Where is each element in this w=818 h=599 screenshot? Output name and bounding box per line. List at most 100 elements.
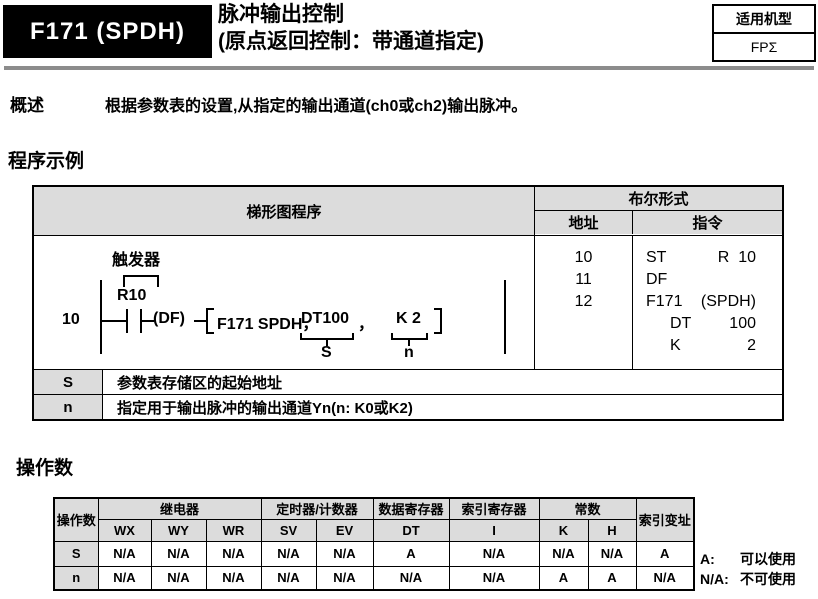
legend-key: N/A: [700,571,729,587]
ladder-diagram: 触发器 R10 10 (DF) F171 SPDH， DT100 ， K 2 [34,236,535,369]
legend-text: 可以使用 [740,551,796,567]
bool-instruction-row: ST R 10 [633,247,782,269]
applicable-model-value: FPΣ [750,39,778,55]
bool-instruction-row: DT 100 [633,313,782,335]
header-divider [4,66,814,70]
operand-group-header-row: 操作数 继电器 定时器/计数器 数据寄存器 索引寄存器 常数 索引变址 [53,497,695,542]
bool-address-list: 10 11 12 [535,236,633,369]
contact-bar-left [126,309,128,333]
bool-arg: (SPDH) [700,293,756,310]
bool-op: DT [670,315,692,332]
bool-format-header-cell: 布尔形式 [535,187,782,211]
bool-address: 10 [574,249,593,266]
page-title-line2: (原点返回控制：带通道指定) [218,30,484,53]
bool-address: 12 [574,293,593,310]
instruction-code: F171 (SPDH) [29,17,186,45]
operand-row-label: n [53,565,99,591]
right-rail-line [504,280,506,354]
bool-arg: R 10 [717,249,756,266]
rung-line-2 [142,320,154,322]
operand-value: A [538,565,589,591]
bool-instruction-row: F171 (SPDH) [633,291,782,313]
s-underbrace-shape [300,333,354,340]
operand-subheader-row: WX WY WR SV EV DT I K H [54,518,694,542]
instruction-text-comma: ， [358,316,375,333]
s-underbrace-tick [326,340,328,346]
operand-corner-cell: 操作数 [53,497,99,542]
bool-op: K [670,337,681,354]
operand-value: N/A [150,565,207,591]
param-description: 参数表存储区的起始地址 [117,374,283,392]
df-instruction-label: (DF) [153,310,185,327]
group-index-modifier: 索引变址 [635,497,695,542]
bool-instruction-row: DF [633,269,782,291]
program-example-table: 梯形图程序 布尔形式 地址 指令 触发器 R10 10 (DF) [32,185,784,421]
instruction-text-opcode: F171 SPDH， [217,316,319,333]
operand-value: N/A [97,565,152,591]
bool-op: DF [646,271,668,288]
group-data-register: 数据寄存器 [372,497,450,520]
param-row-s: S 参数表存储区的起始地址 [34,369,782,394]
group-relay: 继电器 [97,497,262,520]
col-dt: DT [372,518,450,542]
trigger-bracket-shape [123,275,159,287]
overview-label: 概述 [10,96,44,115]
bool-subheader-row: 地址 指令 [535,211,782,234]
bool-address: 11 [575,271,592,288]
operand-value: N/A [448,565,540,591]
operand-value: N/A [260,540,317,567]
operand-row-n: n N/A N/A N/A N/A N/A N/A N/A A A N/A [53,565,695,591]
section-heading-program-example: 程序示例 [8,151,85,172]
param-key: n [34,395,103,419]
instruction-text-operand-s: DT100 [301,310,350,327]
group-constant: 常数 [538,497,637,520]
bool-arg: 2 [747,337,756,354]
n-underbrace-shape [391,333,428,340]
overview-text: 根据参数表的设置,从指定的输出通道(ch0或ch2)输出脉冲。 [105,98,528,115]
operand-row-label: S [53,540,99,567]
operand-row-s: S N/A N/A N/A N/A N/A A N/A N/A N/A A [53,540,695,567]
col-wx: WX [97,518,152,542]
operand-value: A [587,565,637,591]
rung-line-3 [194,320,206,322]
operand-value: N/A [97,540,152,567]
n-underbrace-tick [408,340,410,346]
col-ev: EV [315,518,374,542]
operand-value: A [635,540,695,567]
step-number: 10 [62,311,80,328]
operand-value: N/A [372,565,450,591]
address-header-cell: 地址 [535,211,633,234]
operand-value: N/A [448,540,540,567]
col-k: K [538,518,589,542]
availability-legend: A: 可以使用 N/A: 不可使用 [700,549,796,589]
section-heading-operands: 操作数 [16,458,74,479]
left-rail-line [100,280,102,354]
program-table-header: 梯形图程序 布尔形式 地址 指令 [34,187,782,235]
group-timer-counter: 定时器/计数器 [260,497,374,520]
param-row-n: n 指定用于输出脉冲的输出通道Yn(n: K0或K2) [34,394,782,419]
col-i: I [448,518,540,542]
legend-row-available: A: 可以使用 [700,549,796,569]
bool-instruction-list: ST R 10 DF F171 (SPDH) DT 100 K 2 [633,236,782,369]
col-wr: WR [205,518,262,542]
operand-value: N/A [538,540,589,567]
page-title: 脉冲输出控制 (原点返回控制：带通道指定) [218,1,698,55]
group-index-register: 索引寄存器 [448,497,540,520]
instruction-code-box: F171 (SPDH) [3,5,212,58]
bool-op: F171 [646,293,683,310]
operand-value: N/A [635,565,695,591]
applicable-model-box: 适用机型 FPΣ [712,4,816,62]
legend-text: 不可使用 [740,571,796,587]
operand-table: 操作数 继电器 定时器/计数器 数据寄存器 索引寄存器 常数 索引变址 WX W… [53,497,695,591]
contact-bar-right [140,309,142,333]
page-title-line1: 脉冲输出控制 [218,3,344,26]
ladder-header-cell: 梯形图程序 [34,187,535,235]
param-description: 指定用于输出脉冲的输出通道Yn(n: K0或K2) [117,399,413,417]
bool-arg: 100 [729,315,756,332]
operand-value: N/A [205,565,262,591]
bool-header-block: 布尔形式 地址 指令 [535,187,782,235]
col-sv: SV [260,518,317,542]
applicable-model-label: 适用机型 [714,6,814,34]
rung-line-1 [100,320,126,322]
operand-value: N/A [205,540,262,567]
